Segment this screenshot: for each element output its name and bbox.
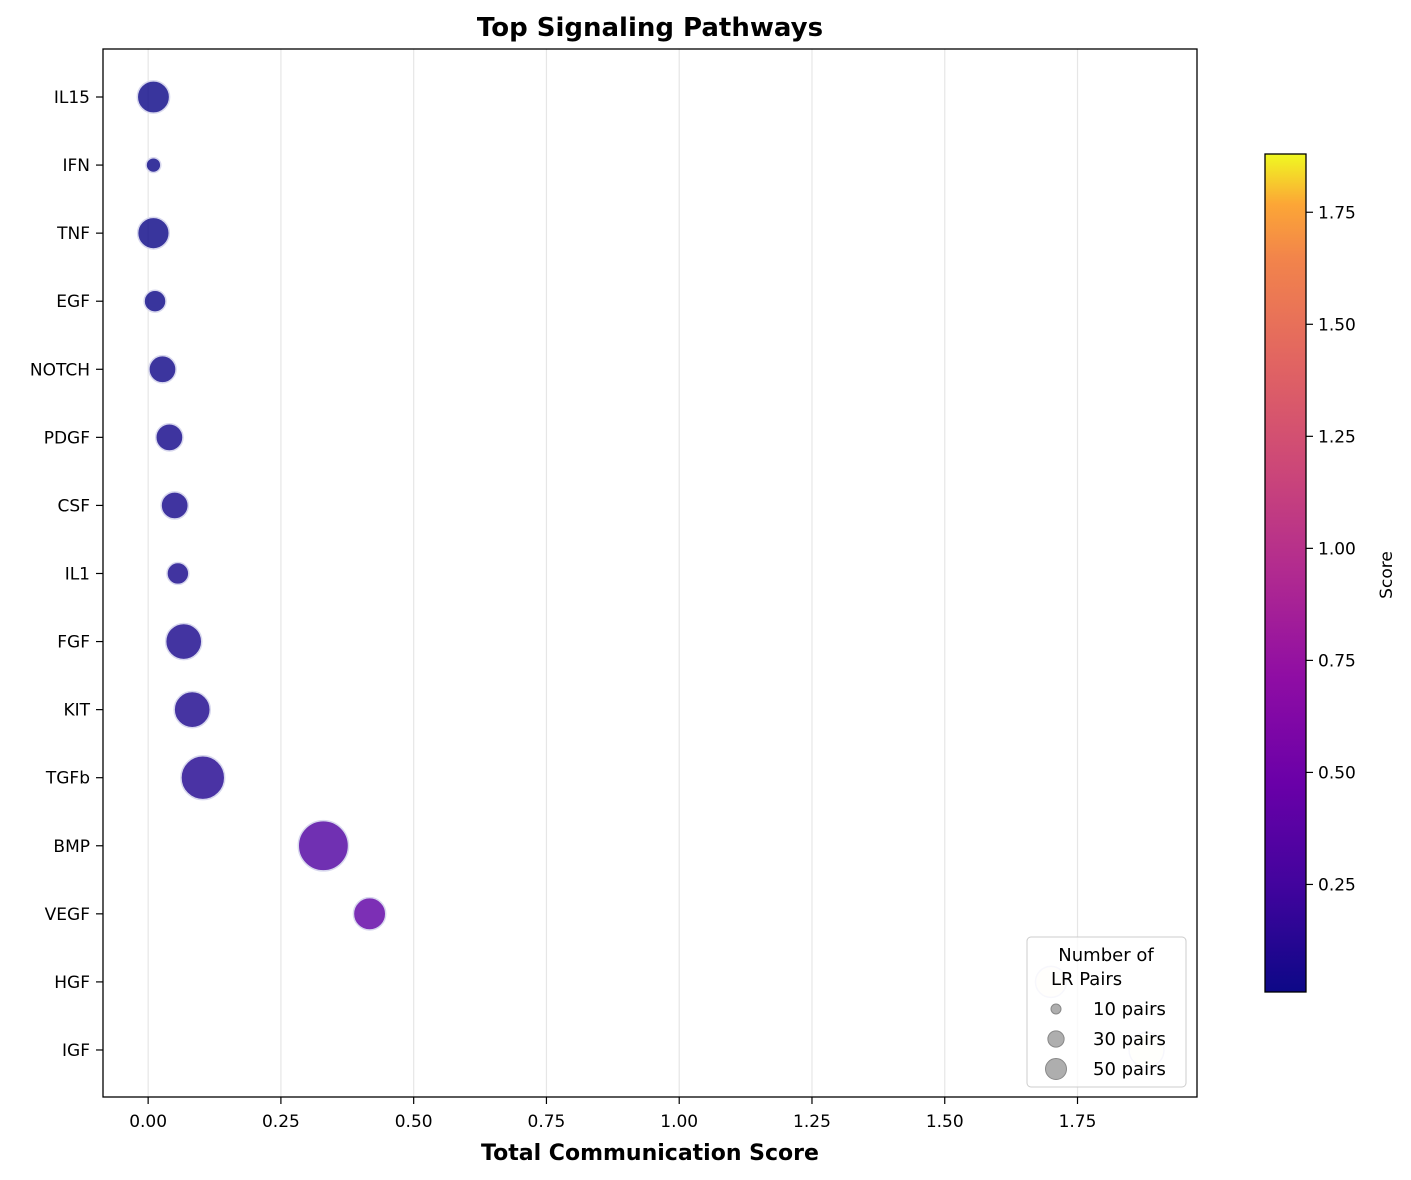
points-layer — [136, 80, 1165, 1069]
y-tick-label: NOTCH — [30, 360, 90, 380]
y-tick-label: IL15 — [54, 88, 90, 108]
x-tick-label: 0.00 — [129, 1112, 167, 1132]
x-tick-label: 0.75 — [528, 1112, 566, 1132]
point-kit — [173, 690, 212, 729]
legend-label: 10 pairs — [1093, 999, 1166, 1020]
colorbar-gradient — [1264, 153, 1307, 993]
y-tick-label: CSF — [58, 496, 90, 516]
point-ifn — [145, 156, 162, 174]
point-il1 — [166, 561, 190, 586]
point-notch — [148, 354, 177, 384]
point-csf — [160, 491, 190, 520]
x-axis-label: Total Communication Score — [481, 1141, 819, 1166]
legend-marker — [1047, 1030, 1065, 1048]
legend-title-line1: Number of — [1058, 945, 1154, 966]
x-tick-label: 1.50 — [926, 1112, 964, 1132]
point-bmp — [297, 819, 350, 872]
colorbar: 0.25 0.50 0.75 1.00 1.25 1.50 1.75 Score — [1264, 153, 1397, 993]
point-pdgf — [155, 422, 184, 452]
x-tick-label: 1.25 — [793, 1112, 831, 1132]
legend-marker — [1044, 1057, 1068, 1081]
legend-entries: 10 pairs 30 pairs 50 pairs — [1044, 999, 1166, 1081]
legend-label: 50 pairs — [1093, 1059, 1166, 1080]
legend-box — [1026, 936, 1187, 1088]
y-tick-label: IGF — [62, 1041, 90, 1061]
size-legend: Number of LR Pairs 10 pairs 30 pairs 50 pa… — [1026, 936, 1187, 1088]
colorbar-tick-label: 1.25 — [1318, 427, 1356, 447]
y-tick-label: FGF — [57, 633, 90, 653]
chart-title: Top Signaling Pathways — [477, 13, 823, 43]
point-egf — [143, 289, 167, 313]
y-tick-label: TNF — [56, 224, 90, 244]
colorbar-tick-label: 1.00 — [1318, 539, 1356, 559]
y-tick-label: EGF — [56, 292, 90, 312]
colorbar-tick-label: 0.75 — [1318, 651, 1356, 671]
point-tgfb — [180, 755, 226, 801]
legend-marker — [1050, 1003, 1062, 1015]
y-tick-label: TGFb — [45, 769, 90, 789]
y-tick-label: IL1 — [65, 564, 90, 584]
x-tick-label: 1.00 — [660, 1112, 698, 1132]
point-tnf — [136, 216, 171, 250]
colorbar-tick-label: 1.75 — [1318, 203, 1356, 223]
x-tick-label: 0.50 — [395, 1112, 433, 1132]
x-tick-label: 0.25 — [262, 1112, 300, 1132]
y-tick-label: VEGF — [45, 905, 90, 925]
point-vegf — [352, 896, 387, 931]
legend-title-line2: LR Pairs — [1051, 969, 1122, 990]
point-fgf — [164, 622, 203, 661]
grid-layer — [147, 49, 1079, 1097]
colorbar-tick-label: 1.50 — [1318, 315, 1356, 335]
y-tick-label: HGF — [54, 973, 90, 993]
colorbar-label: Score — [1377, 551, 1397, 599]
colorbar-ticks: 0.25 0.50 0.75 1.00 1.25 1.50 1.75 — [1306, 203, 1356, 895]
y-tick-label: BMP — [53, 837, 90, 857]
colorbar-tick-label: 0.25 — [1318, 875, 1356, 895]
y-tick-label: PDGF — [44, 428, 90, 448]
x-tick-label: 1.75 — [1059, 1112, 1097, 1132]
x-axis: 0.00 0.25 0.50 0.75 1.00 1.25 1.50 1.75 — [129, 1097, 1096, 1132]
y-tick-label: KIT — [63, 701, 90, 721]
y-tick-label: IFN — [62, 156, 90, 176]
colorbar-tick-label: 0.50 — [1318, 763, 1356, 783]
legend-label: 30 pairs — [1093, 1029, 1166, 1050]
y-axis: IL15 IFN TNF EGF NOTCH PDGF CSF IL1 FGF KIT TGFb BM… — [30, 88, 103, 1061]
point-il15 — [136, 80, 171, 114]
